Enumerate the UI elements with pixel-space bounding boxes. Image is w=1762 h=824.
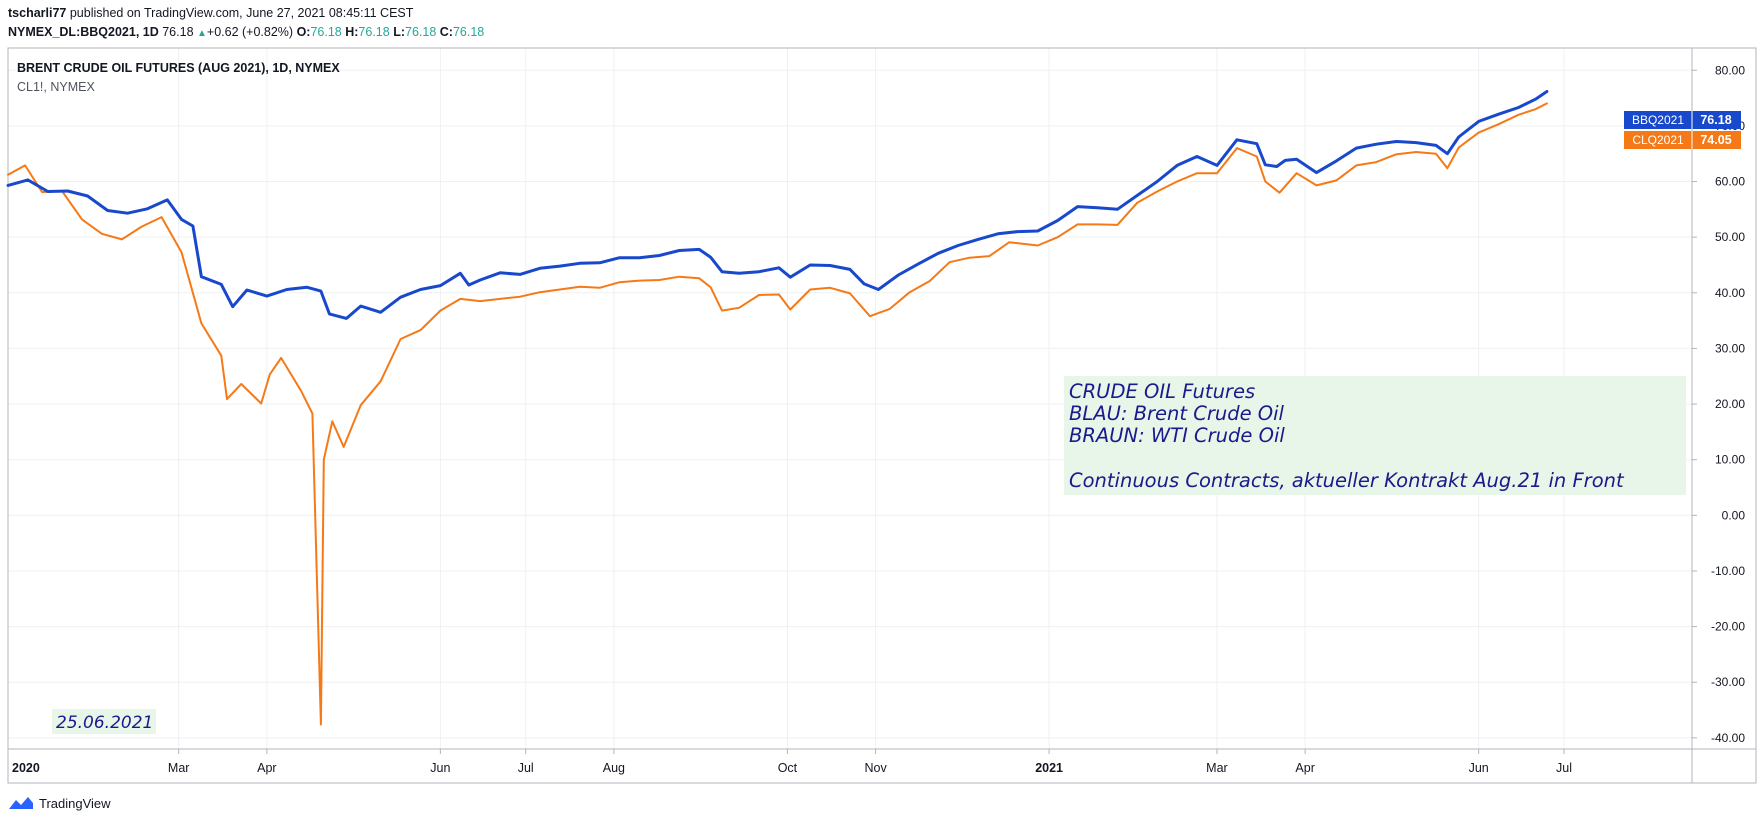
- y-tick-label: -40.00: [1711, 731, 1745, 745]
- series-line-bbq2021: [6, 90, 1549, 320]
- low-value: 76.18: [405, 25, 437, 39]
- y-tick-label: 30.00: [1715, 341, 1745, 355]
- quote-line: NYMEX_DL:BBQ2021, 1D 76.18 ▲+0.62 (+0.82…: [8, 25, 484, 39]
- x-tick-label: Jul: [518, 761, 534, 775]
- footer-brand[interactable]: TradingView: [8, 795, 111, 811]
- author-name[interactable]: tscharli77: [8, 6, 67, 20]
- x-tick-label: Oct: [778, 761, 798, 775]
- chart-title: BRENT CRUDE OIL FUTURES (AUG 2021), 1D, …: [17, 61, 340, 75]
- y-tick-label: 50.00: [1715, 230, 1745, 244]
- open-label: O:: [296, 25, 311, 39]
- tradingview-logo-icon: [9, 797, 33, 809]
- x-tick-label: 2021: [1035, 761, 1063, 775]
- last-value-badge: [1624, 111, 1741, 129]
- publish-text: published on TradingView.com, June 27, 2…: [69, 6, 414, 20]
- note-line: Continuous Contracts, aktueller Kontrakt…: [1069, 469, 1625, 492]
- date-box-background: [52, 709, 156, 734]
- last-value-labels: BBQ2021 76.18 CLQ2021 74.05: [1624, 111, 1741, 149]
- x-tick-label: Nov: [864, 761, 887, 775]
- x-tick-label: Aug: [603, 761, 625, 775]
- symbol-label: NYMEX_DL:BBQ2021, 1D: [8, 25, 159, 39]
- y-tick-label: 40.00: [1715, 286, 1745, 300]
- open-value: 76.18: [310, 25, 342, 39]
- chart-grid: [7, 48, 1692, 749]
- last-price: 76.18: [162, 25, 194, 39]
- note-line: BLAU: Brent Crude Oil: [1069, 402, 1285, 425]
- x-tick-label: Jun: [430, 761, 450, 775]
- y-tick-label: -10.00: [1711, 564, 1745, 578]
- high-label: H:: [345, 25, 359, 39]
- y-tick-label: 0.00: [1722, 508, 1746, 522]
- note-line: CRUDE OIL Futures: [1069, 380, 1255, 403]
- x-tick-label: Jul: [1556, 761, 1572, 775]
- y-tick-label: 10.00: [1715, 453, 1745, 467]
- high-value: 76.18: [358, 25, 390, 39]
- close-label: C:: [439, 25, 453, 39]
- series-last-value: 74.05: [1700, 133, 1731, 147]
- last-value-badge: [1624, 131, 1741, 149]
- chart-frame: [7, 47, 1757, 784]
- y-tick-label: -20.00: [1711, 620, 1745, 634]
- x-tick-label: Mar: [1206, 761, 1228, 775]
- y-axis: 80.0070.0060.0050.0040.0030.0020.0010.00…: [1692, 63, 1745, 745]
- note-line: BRAUN: WTI Crude Oil: [1069, 424, 1285, 447]
- series-last-value: 76.18: [1700, 113, 1731, 127]
- x-tick-label: Apr: [257, 761, 276, 775]
- brand-name: TradingView: [39, 795, 111, 811]
- y-tick-label: 80.00: [1715, 63, 1745, 77]
- date-annotation: 25.06.2021: [56, 713, 153, 733]
- y-tick-label: 20.00: [1715, 397, 1745, 411]
- x-tick-label: Jun: [1469, 761, 1489, 775]
- close-value: 76.18: [452, 25, 485, 39]
- series-name-label: BBQ2021: [1632, 113, 1684, 127]
- series-name-label: CLQ2021: [1632, 133, 1684, 147]
- series-lines: [6, 90, 1549, 726]
- x-tick-label: Mar: [168, 761, 190, 775]
- price-change: +0.62 (+0.82%): [206, 25, 294, 39]
- x-tick-label: 2020: [12, 761, 40, 775]
- series-line-clq2021: [7, 102, 1548, 726]
- y-tick-label: -30.00: [1711, 675, 1745, 689]
- x-tick-label: Apr: [1295, 761, 1314, 775]
- y-tick-label: 60.00: [1715, 175, 1745, 189]
- note-box-background: [1064, 376, 1686, 495]
- publish-info: tscharli77 published on TradingView.com,…: [8, 6, 413, 20]
- up-arrow-icon: ▲: [197, 28, 207, 39]
- chart-subtitle: CL1!, NYMEX: [17, 80, 95, 94]
- x-axis: 2020 Mar Apr Jun Jul Aug Oct Nov 2021 Mar Apr Jun Ju…: [7, 749, 1572, 775]
- low-label: L:: [393, 25, 405, 39]
